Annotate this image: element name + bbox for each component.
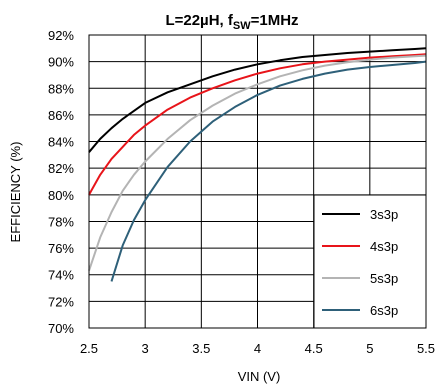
x-axis-ticks: 2.5 3 3.5 4 4.5 5 5.5 [80,341,435,356]
y-tick-label: 74% [48,268,74,283]
plot-frame [88,34,427,329]
y-tick-label: 76% [48,241,74,256]
series-line-6s3p [110,60,427,282]
y-tick-label: 78% [48,214,74,229]
chart-title-subscript: SW [233,20,251,32]
x-axis-label: VIN (V) [238,369,281,384]
chart-title-main: L=22µH, f [165,12,233,29]
svg-text:L=22µH, fSW=1MHz: L=22µH, fSW=1MHz [165,12,298,32]
y-tick-label: 86% [48,108,74,123]
x-tick-label: 4.5 [305,341,323,356]
x-tick-label: 4 [254,341,261,356]
y-axis-label: EFFICIENCY (%) [8,142,23,243]
x-tick-label: 2.5 [80,341,98,356]
legend-label-4s3p: 4s3p [370,239,398,254]
y-tick-label: 72% [48,294,74,309]
legend-label-6s3p: 6s3p [370,303,398,318]
y-axis-ticks: 70% 72% 74% 76% 78% 80% 82% 84% 86% 88% 90% 92% [48,28,74,336]
y-tick-label: 88% [48,81,74,96]
series-line-5s3p [88,54,427,272]
chart-title-end: =1MHz [251,12,299,29]
legend-box [313,194,427,329]
series-lines [88,47,427,282]
y-tick-label: 84% [48,135,74,150]
y-tick-label: 70% [48,321,74,336]
x-tick-label: 3 [142,341,149,356]
legend-label-3s3p: 3s3p [370,207,398,222]
legend-label-5s3p: 5s3p [370,271,398,286]
chart-title: L=22µH, fSW=1MHz [165,12,298,32]
y-tick-label: 80% [48,188,74,203]
y-tick-label: 90% [48,55,74,70]
y-tick-label: 82% [48,161,74,176]
series-line-3s3p [88,47,427,153]
y-tick-label: 92% [48,28,74,43]
legend: 3s3p 4s3p 5s3p 6s3p [313,194,427,329]
x-tick-label: 5 [366,341,373,356]
x-tick-label: 5.5 [417,341,435,356]
x-tick-label: 3.5 [192,341,210,356]
series-line-4s3p [88,53,427,196]
